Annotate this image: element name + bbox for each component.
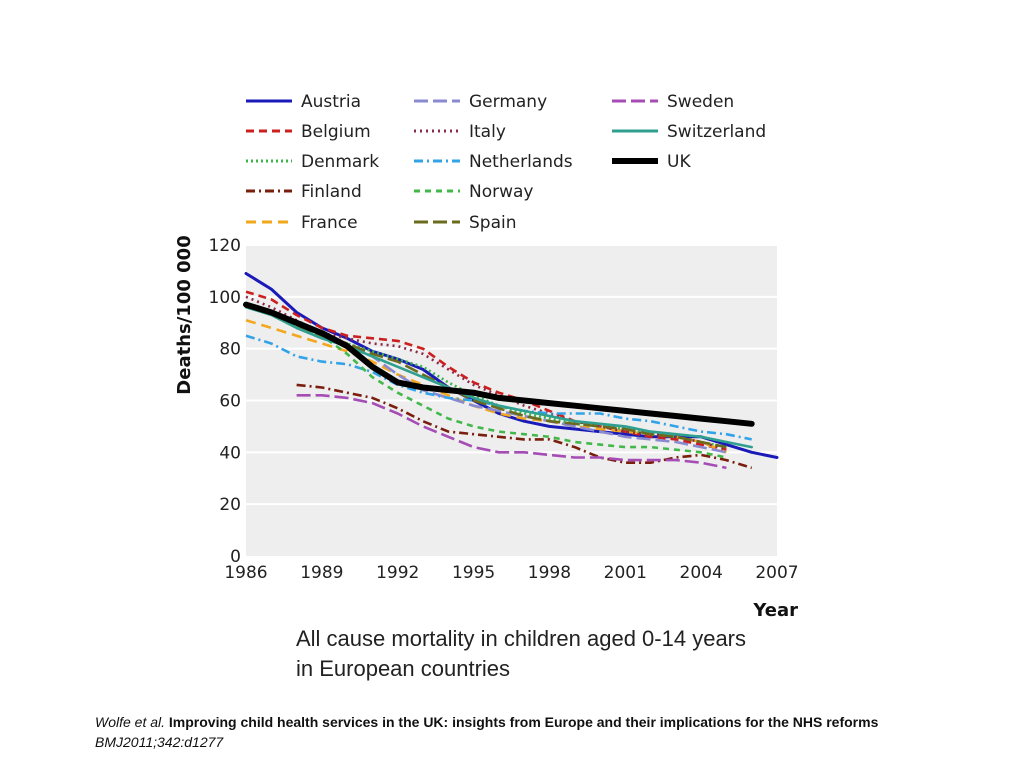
series-line-uk [243, 301, 755, 427]
series-line-switzerland [244, 305, 754, 449]
y-tick-20: 20 [219, 495, 241, 515]
legend-label-finland: Finland [301, 182, 362, 202]
y-tick-80: 80 [219, 340, 241, 360]
citation: Wolfe et al. Improving child health serv… [95, 712, 995, 752]
gridlines [246, 244, 777, 506]
legend-label-uk: UK [667, 152, 691, 172]
mortality-line-chart: Austria Belgium Denmark Finland France German… [174, 92, 799, 620]
x-tick-2004: 2004 [680, 563, 723, 583]
series-line-netherlands [245, 334, 752, 441]
y-tick-60: 60 [219, 392, 241, 412]
x-tick-1998: 1998 [528, 563, 571, 583]
legend-label-sweden: Sweden [667, 92, 734, 112]
series-line-norway [296, 326, 727, 459]
figure-caption: All cause mortality in children aged 0-1… [296, 624, 816, 684]
legend-label-france: France [301, 213, 358, 233]
x-axis-label: Year [752, 600, 798, 620]
series-line-belgium [245, 290, 727, 451]
legend-label-norway: Norway [469, 182, 534, 202]
x-tick-1995: 1995 [452, 563, 495, 583]
legend-label-italy: Italy [469, 122, 506, 142]
caption-line-2: in European countries [296, 656, 511, 681]
y-tick-40: 40 [219, 443, 241, 463]
legend-label-spain: Spain [469, 213, 517, 233]
x-tick-1989: 1989 [300, 563, 343, 583]
legend-label-netherlands: Netherlands [469, 152, 573, 172]
citation-title: Improving child health services in the U… [168, 714, 879, 730]
y-axis-ticks: 0 20 40 60 80 100 120 [209, 236, 241, 567]
data-series [243, 272, 779, 470]
y-tick-120: 120 [209, 236, 241, 256]
series-line-sweden [296, 393, 727, 470]
series-line-finland [296, 383, 753, 470]
caption-line-1: All cause mortality in children aged 0-1… [296, 626, 747, 651]
y-axis-label: Deaths/100 000 [174, 235, 195, 394]
citation-authors: Wolfe et al. [95, 714, 166, 730]
x-axis-ticks: 1986 1989 1992 1995 1998 2001 2004 2007 [224, 563, 798, 583]
x-tick-2001: 2001 [604, 563, 647, 583]
x-tick-1986: 1986 [224, 563, 267, 583]
legend-label-germany: Germany [469, 92, 547, 112]
chart-legend: Austria Belgium Denmark Finland France German… [246, 92, 766, 233]
x-tick-1992: 1992 [376, 563, 419, 583]
legend-label-belgium: Belgium [301, 122, 371, 142]
y-tick-100: 100 [209, 288, 241, 308]
legend-label-denmark: Denmark [301, 152, 379, 172]
citation-journal: BMJ2011;342:d1277 [95, 734, 224, 750]
x-tick-2007: 2007 [755, 563, 798, 583]
legend-label-austria: Austria [301, 92, 361, 112]
y-tick-0: 0 [230, 547, 241, 567]
legend-label-switzerland: Switzerland [667, 122, 766, 142]
